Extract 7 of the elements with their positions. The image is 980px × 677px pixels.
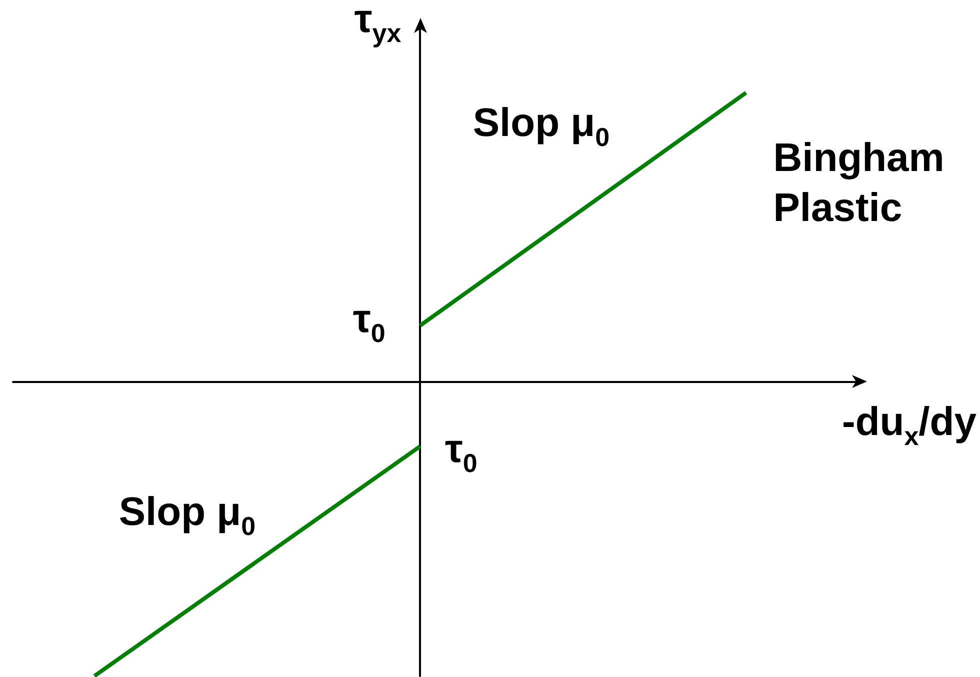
annotation: Bingham Plastic xyxy=(773,135,946,232)
annotation: Slop μ$_{0}$ xyxy=(118,490,256,542)
y-axis-title: τ$_{yx}$ xyxy=(354,0,402,48)
x-axis-title: -du$_{x}$/dy xyxy=(842,400,976,452)
annotation: τ$_{0}$ xyxy=(353,297,386,348)
annotation: Slop μ$_{0}$ xyxy=(472,101,610,152)
annotation: τ$_{0}$ xyxy=(445,427,478,478)
